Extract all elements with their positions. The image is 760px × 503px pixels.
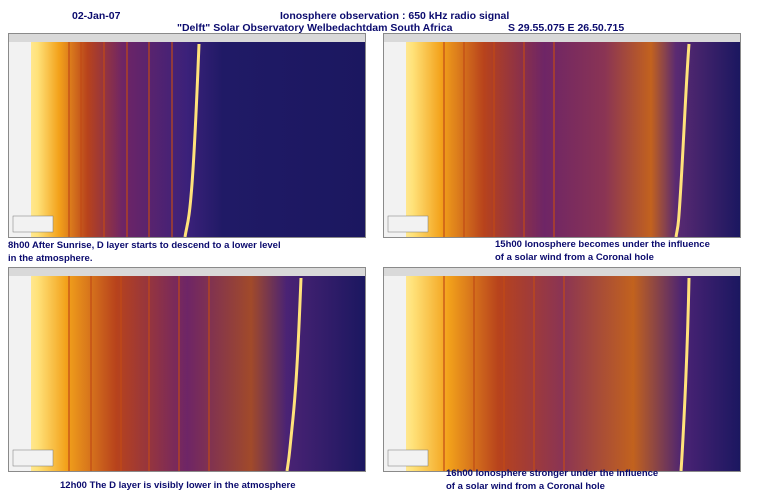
spectrogram-panel-2 <box>383 33 741 238</box>
observatory-label: "Delft" Solar Observatory Welbedachtdam … <box>177 22 453 34</box>
coordinates-label: S 29.55.075 E 26.50.715 <box>508 22 625 34</box>
spectrogram-panel-1 <box>8 33 366 238</box>
spectrogram-panel-4 <box>383 267 741 472</box>
caption-line: 8h00 After Sunrise, D layer starts to de… <box>8 240 281 251</box>
caption-15h00: 15h00 Ionosphere becomes under the influ… <box>495 238 710 264</box>
caption-line: 12h00 The D layer is visibly lower in th… <box>60 480 296 491</box>
caption-12h00: 12h00 The D layer is visibly lower in th… <box>60 479 295 492</box>
spectrogram-16h00 <box>384 268 740 471</box>
spectrogram-12h00 <box>9 268 365 471</box>
spectrogram-15h00 <box>384 34 740 237</box>
caption-16h00: 16h00 Ionosphere stronger under the infl… <box>446 467 658 493</box>
date-label: 02-Jan-07 <box>72 10 121 22</box>
caption-line: 15h00 Ionosphere becomes under the influ… <box>495 239 710 250</box>
caption-line: in the atmosphere. <box>8 253 93 264</box>
spectrogram-panel-3 <box>8 267 366 472</box>
caption-line: 16h00 Ionosphere stronger under the infl… <box>446 468 659 479</box>
spectrogram-8h00 <box>9 34 365 237</box>
caption-8h00: 8h00 After Sunrise, D layer starts to de… <box>8 239 281 265</box>
caption-line: of a solar wind from a Coronal hole <box>495 252 654 263</box>
caption-line: of a solar wind from a Coronal hole <box>446 481 605 492</box>
page-title: Ionosphere observation : 650 kHz radio s… <box>280 10 510 22</box>
